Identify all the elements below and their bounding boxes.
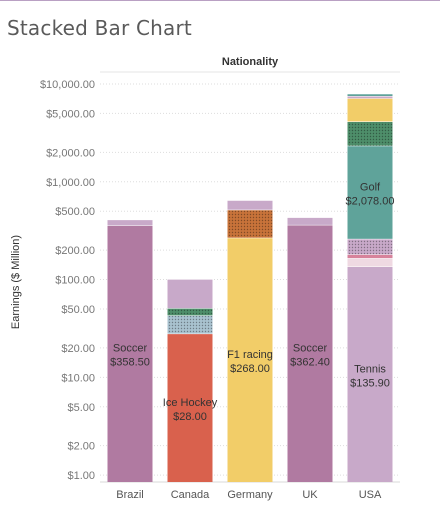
bar-segment-canada-ice-hockey[interactable]	[167, 333, 213, 482]
bar-segment-brazil-soccer[interactable]	[107, 225, 153, 482]
column-header: Nationality	[222, 56, 279, 68]
y-tick-label: $10.00	[61, 372, 95, 384]
y-tick-label: $50.00	[61, 304, 95, 316]
y-tick-label: $500.00	[55, 206, 95, 218]
bar-segment-usa[interactable]	[347, 93, 393, 96]
y-axis-label: Earnings ($ Million)	[10, 235, 22, 329]
y-tick-label: $200.00	[55, 245, 95, 257]
y-tick-label: $2,000.00	[46, 147, 95, 159]
y-tick-label: $100.00	[55, 275, 95, 287]
segment-sport-label: F1 racing	[227, 349, 273, 361]
bar-segment-germany[interactable]	[227, 200, 273, 210]
segment-value-label: $362.40	[290, 356, 330, 368]
bar-segment-pattern	[347, 121, 393, 146]
bar-segment-usa[interactable]	[347, 258, 393, 267]
y-tick-label: $2.00	[67, 441, 95, 453]
bar-segment-pattern	[167, 308, 213, 316]
segment-value-label: $135.90	[350, 377, 390, 389]
y-tick-label: $10,000.00	[40, 79, 95, 91]
bar-segment-uk[interactable]	[287, 217, 333, 225]
y-tick-label: $1.00	[67, 470, 95, 482]
segment-value-label: $268.00	[230, 363, 270, 375]
segment-value-label: $2,078.00	[346, 195, 395, 207]
y-tick-label: $20.00	[61, 343, 95, 355]
segment-value-label: $28.00	[173, 411, 207, 423]
bar-segment-pattern	[347, 238, 393, 255]
bar-segment-usa[interactable]	[347, 98, 393, 122]
bar-segment-usa-tennis[interactable]	[347, 266, 393, 482]
x-tick-label: Brazil	[116, 489, 144, 501]
bar-segment-canada[interactable]	[167, 279, 213, 309]
segment-sport-label: Soccer	[293, 342, 328, 354]
y-tick-label: $1,000.00	[46, 177, 95, 189]
bar-segment-brazil[interactable]	[107, 219, 153, 226]
top-border	[0, 0, 440, 1]
chart-title: Stacked Bar Chart	[7, 16, 192, 40]
x-tick-label: Canada	[171, 489, 210, 501]
bar-segment-usa-golf[interactable]	[347, 145, 393, 239]
segment-sport-label: Soccer	[113, 343, 148, 355]
segment-sport-label: Tennis	[354, 363, 386, 375]
bar-segment-germany-f1-racing[interactable]	[227, 237, 273, 482]
y-tick-label: $5.00	[67, 402, 95, 414]
bar-segment-usa[interactable]	[347, 254, 393, 259]
bar-segment-usa[interactable]	[347, 95, 393, 99]
segment-value-label: $358.50	[110, 357, 150, 369]
segment-sport-label: Golf	[360, 181, 381, 193]
bar-segment-uk-soccer[interactable]	[287, 224, 333, 482]
x-tick-label: Germany	[227, 489, 273, 501]
bar-segment-pattern	[167, 315, 213, 334]
segment-sport-label: Ice Hockey	[163, 397, 218, 409]
x-tick-label: UK	[302, 489, 318, 501]
y-tick-label: $5,000.00	[46, 108, 95, 120]
bar-segment-pattern	[227, 209, 273, 238]
x-tick-label: USA	[359, 489, 382, 501]
